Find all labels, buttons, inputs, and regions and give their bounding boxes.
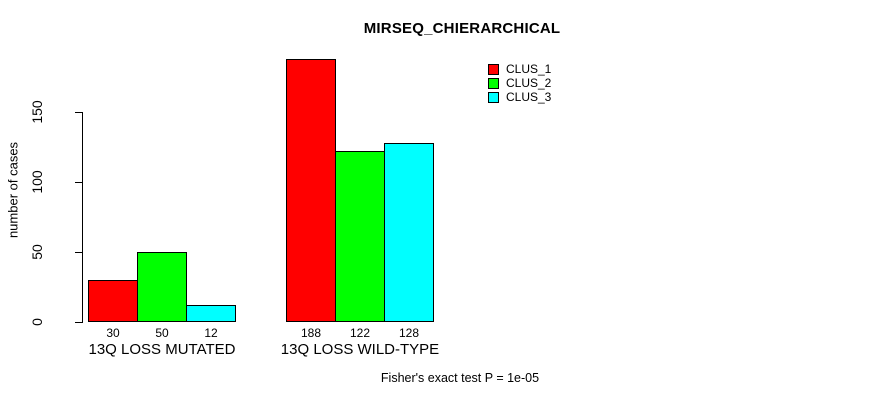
bar-value-label: 128 bbox=[398, 326, 420, 340]
bar-value-label: 188 bbox=[300, 326, 322, 340]
y-tick-label: 100 bbox=[29, 170, 45, 194]
bar-clus_2 bbox=[335, 151, 385, 322]
y-axis-line bbox=[82, 112, 83, 323]
y-tick-label: 150 bbox=[29, 100, 45, 124]
legend-item-label: CLUS_3 bbox=[506, 90, 552, 104]
bar-clus_1 bbox=[88, 280, 138, 322]
stat-annotation: Fisher's exact test P = 1e-05 bbox=[380, 371, 540, 385]
legend-item-label: CLUS_1 bbox=[506, 62, 552, 76]
legend-item-clus_3: CLUS_3 bbox=[488, 90, 552, 104]
y-tick-mark bbox=[75, 252, 82, 253]
bar-value-label: 122 bbox=[349, 326, 371, 340]
bar-value-label: 50 bbox=[155, 326, 169, 340]
legend-color-swatch-clus_1 bbox=[488, 64, 499, 75]
category-label: 13Q LOSS MUTATED bbox=[88, 341, 236, 358]
y-tick-label: 50 bbox=[29, 244, 45, 260]
bar-value-label: 30 bbox=[106, 326, 120, 340]
category-label: 13Q LOSS WILD-TYPE bbox=[280, 341, 440, 358]
bar-clus_3 bbox=[186, 305, 236, 322]
legend-item-clus_2: CLUS_2 bbox=[488, 76, 552, 90]
legend: CLUS_1 CLUS_2 CLUS_3 bbox=[488, 62, 552, 106]
bar-value-label: 12 bbox=[204, 326, 218, 340]
legend-item-label: CLUS_2 bbox=[506, 76, 552, 90]
y-tick-label: 0 bbox=[29, 318, 45, 326]
y-axis-label: number of cases bbox=[5, 141, 21, 239]
y-tick-mark bbox=[75, 322, 82, 323]
legend-item-clus_1: CLUS_1 bbox=[488, 62, 552, 76]
bar-clus_1 bbox=[286, 59, 336, 322]
y-tick-mark bbox=[75, 112, 82, 113]
legend-color-swatch-clus_2 bbox=[488, 78, 499, 89]
y-tick-mark bbox=[75, 182, 82, 183]
bar-clus_2 bbox=[137, 252, 187, 322]
chart-title: MIRSEQ_CHIERARCHICAL bbox=[363, 20, 561, 37]
bar-clus_3 bbox=[384, 143, 434, 322]
legend-color-swatch-clus_3 bbox=[488, 92, 499, 103]
